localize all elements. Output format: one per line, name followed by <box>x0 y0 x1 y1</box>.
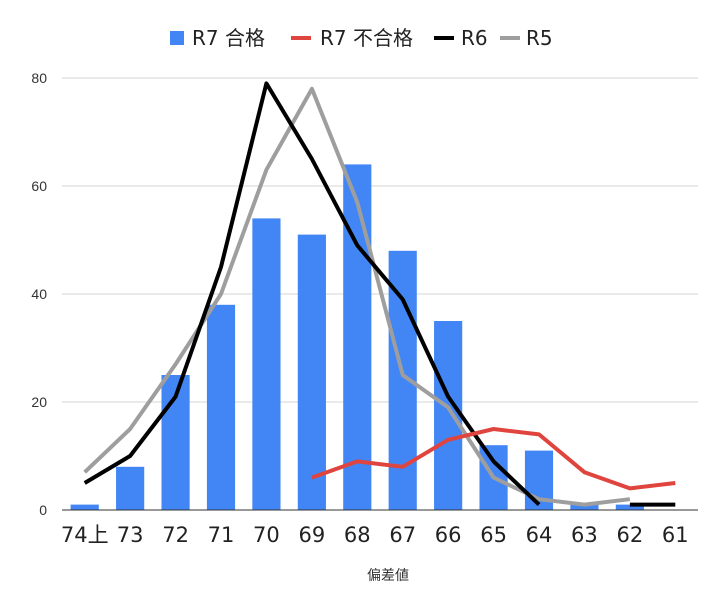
bar <box>615 504 644 510</box>
bar <box>434 321 463 510</box>
y-tick-label: 20 <box>31 394 47 410</box>
bar <box>206 304 236 510</box>
x-tick-label: 66 <box>435 523 462 547</box>
legend-swatch <box>170 31 184 45</box>
x-tick-label: 74上 <box>61 523 109 547</box>
x-axis-ticks: 74上 73 72 71 70 69 68 67 66 65 64 63 62 61 <box>61 523 689 547</box>
legend-label: R7 合格 <box>192 26 265 50</box>
bar <box>343 164 372 510</box>
bar <box>297 234 326 510</box>
bar <box>70 504 99 510</box>
x-tick-label: 65 <box>480 523 507 547</box>
series-line <box>83 81 541 507</box>
x-tick-label: 72 <box>162 523 189 547</box>
legend-label: R5 <box>526 26 553 50</box>
x-tick-label: 67 <box>389 523 416 547</box>
series-line <box>311 427 676 491</box>
x-tick-label: 61 <box>662 523 689 547</box>
gridlines <box>62 77 698 403</box>
y-tick-label: 60 <box>31 178 47 194</box>
bar-series <box>70 164 644 511</box>
line-series <box>83 81 676 507</box>
bar <box>116 466 145 510</box>
y-tick-label: 0 <box>39 502 47 518</box>
bar <box>570 504 599 510</box>
legend: R7 合格 R7 不合格 R6 R5 <box>170 26 553 50</box>
x-tick-label: 70 <box>253 523 280 547</box>
x-tick-label: 62 <box>616 523 643 547</box>
legend-label: R7 不合格 <box>320 26 413 50</box>
x-tick-label: 64 <box>526 523 553 547</box>
series-line <box>83 86 631 507</box>
x-tick-label: 73 <box>117 523 144 547</box>
x-tick-label: 71 <box>208 523 235 547</box>
legend-label: R6 <box>461 26 488 50</box>
x-tick-label: 68 <box>344 523 371 547</box>
y-axis-ticks: 0 20 40 60 80 <box>31 70 47 518</box>
x-tick-label: 63 <box>571 523 598 547</box>
x-tick-label: 69 <box>298 523 325 547</box>
y-tick-label: 40 <box>31 286 47 302</box>
y-tick-label: 80 <box>31 70 47 86</box>
bar <box>252 218 281 510</box>
x-axis-title: 偏差値 <box>367 568 409 584</box>
